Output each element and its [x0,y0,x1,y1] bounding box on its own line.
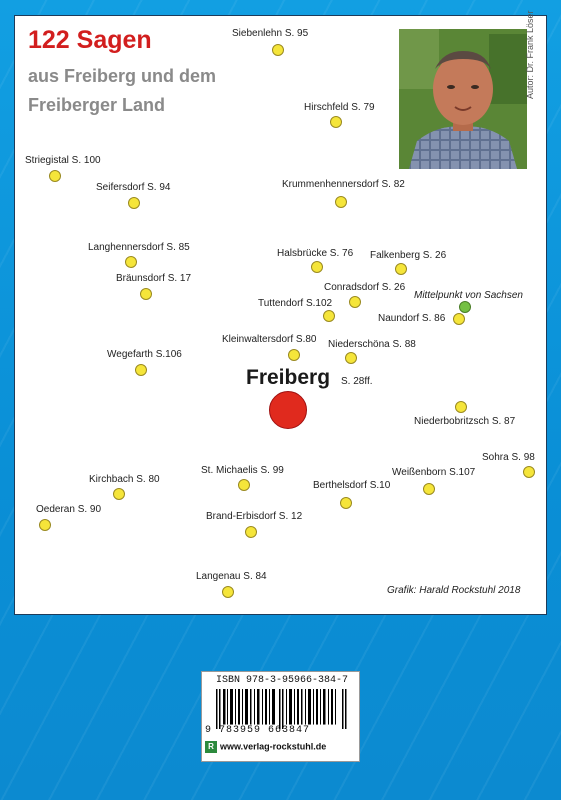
midpoint-label: Mittelpunkt von Sachsen [414,290,523,301]
place-dot [330,116,342,128]
place-dot [340,497,352,509]
place-label: Wegefarth S.106 [107,349,182,360]
place-label: Langenau S. 84 [196,571,267,582]
place-dot [238,479,250,491]
place-label: Falkenberg S. 26 [370,250,447,261]
city-name: Freiberg [246,366,331,389]
place-dot [455,401,467,413]
place-label: Bräunsdorf S. 17 [116,273,192,284]
place-dot [345,352,357,364]
place-label: St. Michaelis S. 99 [201,465,284,476]
place-label: Conradsdorf S. 26 [324,282,406,293]
place-dot [349,296,361,308]
place-label: Kirchbach S. 80 [89,474,160,485]
city-page: S. 28ff. [341,376,373,387]
place-dot [395,263,407,275]
barcode-bars [216,689,347,729]
place-label: Striegistal S. 100 [25,155,101,166]
place-dot [39,519,51,531]
place-label: Seifersdorf S. 94 [96,182,171,193]
place-label: Weißenborn S.107 [392,467,476,478]
author-credit: Autor: Dr. Frank Löser [525,10,535,99]
place-dot [128,197,140,209]
place-label: Sohra S. 98 [482,452,535,463]
place-label: Krummenhennersdorf S. 82 [282,179,405,190]
place-label: Halsbrücke S. 76 [277,248,354,259]
subtitle-line1: aus Freiberg und dem [28,66,217,86]
place-dot [140,288,152,300]
place-label: Brand-Erbisdorf S. 12 [206,511,303,522]
place-label: Niederschöna S. 88 [328,339,416,350]
place-dot [222,586,234,598]
place-dot [523,466,535,478]
place-dot [453,313,465,325]
place-label: Langhennersdorf S. 85 [88,242,190,253]
publisher-logo-icon: R [205,741,217,753]
place-dot [423,483,435,495]
place-dot [323,310,335,322]
place-label: Naundorf S. 86 [378,313,446,324]
publisher-url-text: www.verlag-rockstuhl.de [220,741,327,752]
place-label: Niederbobritzsch S. 87 [414,416,516,427]
place-dot [49,170,61,182]
title: 122 Sagen [28,26,152,54]
place-dot [245,526,257,538]
place-label: Kleinwaltersdorf S.80 [222,334,317,345]
place-label: Oederan S. 90 [36,504,102,515]
place-label: Siebenlehn S. 95 [232,28,309,39]
place-dot [113,488,125,500]
freiberg-dot [269,391,307,429]
isbn-barcode: ISBN 978-3-95966-384-7 9 783959 663847 R… [201,671,360,762]
place-dot [288,349,300,361]
place-dot [311,261,323,273]
author-portrait [399,29,527,169]
place-dot [135,364,147,376]
place-label: Hirschfeld S. 79 [304,102,375,113]
place-dot [272,44,284,56]
isbn-text: ISBN 978-3-95966-384-7 [216,675,349,686]
place-label: Berthelsdorf S.10 [313,480,391,491]
midpoint-dot [459,301,471,313]
place-dot [125,256,137,268]
place-dot [335,196,347,208]
map-panel: 122 Sagen aus Freiberg und dem Freiberge… [14,10,547,615]
barcode-digits: 9 783959 663847 [205,725,311,736]
graphic-credit: Grafik: Harald Rockstuhl 2018 [387,585,521,596]
subtitle-line2: Freiberger Land [28,95,166,115]
place-label: Tuttendorf S.102 [258,298,333,309]
